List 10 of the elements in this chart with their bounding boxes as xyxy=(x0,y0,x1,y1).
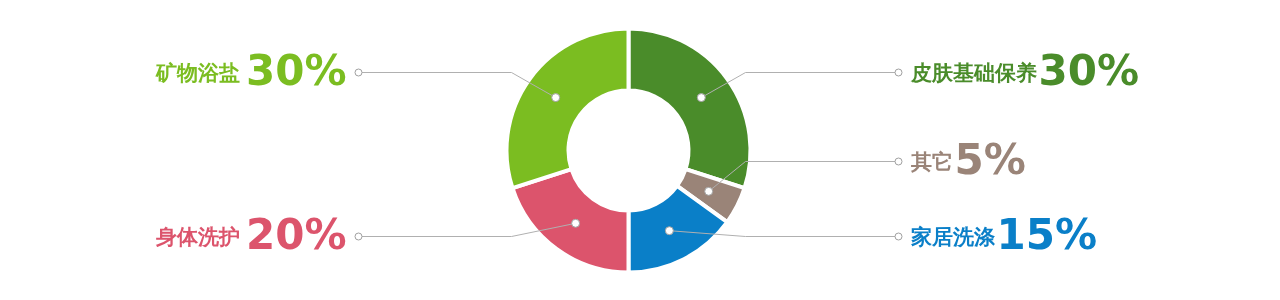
data-label: 30% xyxy=(245,46,347,95)
slice-label: 矿物浴盐 xyxy=(154,60,240,85)
slice-label: 家居洗涤 xyxy=(909,224,995,249)
data-label: 20% xyxy=(245,210,347,259)
data-label: 15% xyxy=(996,210,1098,259)
slice-label: 皮肤基础保养 xyxy=(909,60,1037,85)
data-label: 5% xyxy=(954,135,1026,184)
slice-label: 身体洗护 xyxy=(154,224,240,249)
slice-label: 其它 xyxy=(909,149,953,174)
data-label: 30% xyxy=(1038,46,1140,95)
